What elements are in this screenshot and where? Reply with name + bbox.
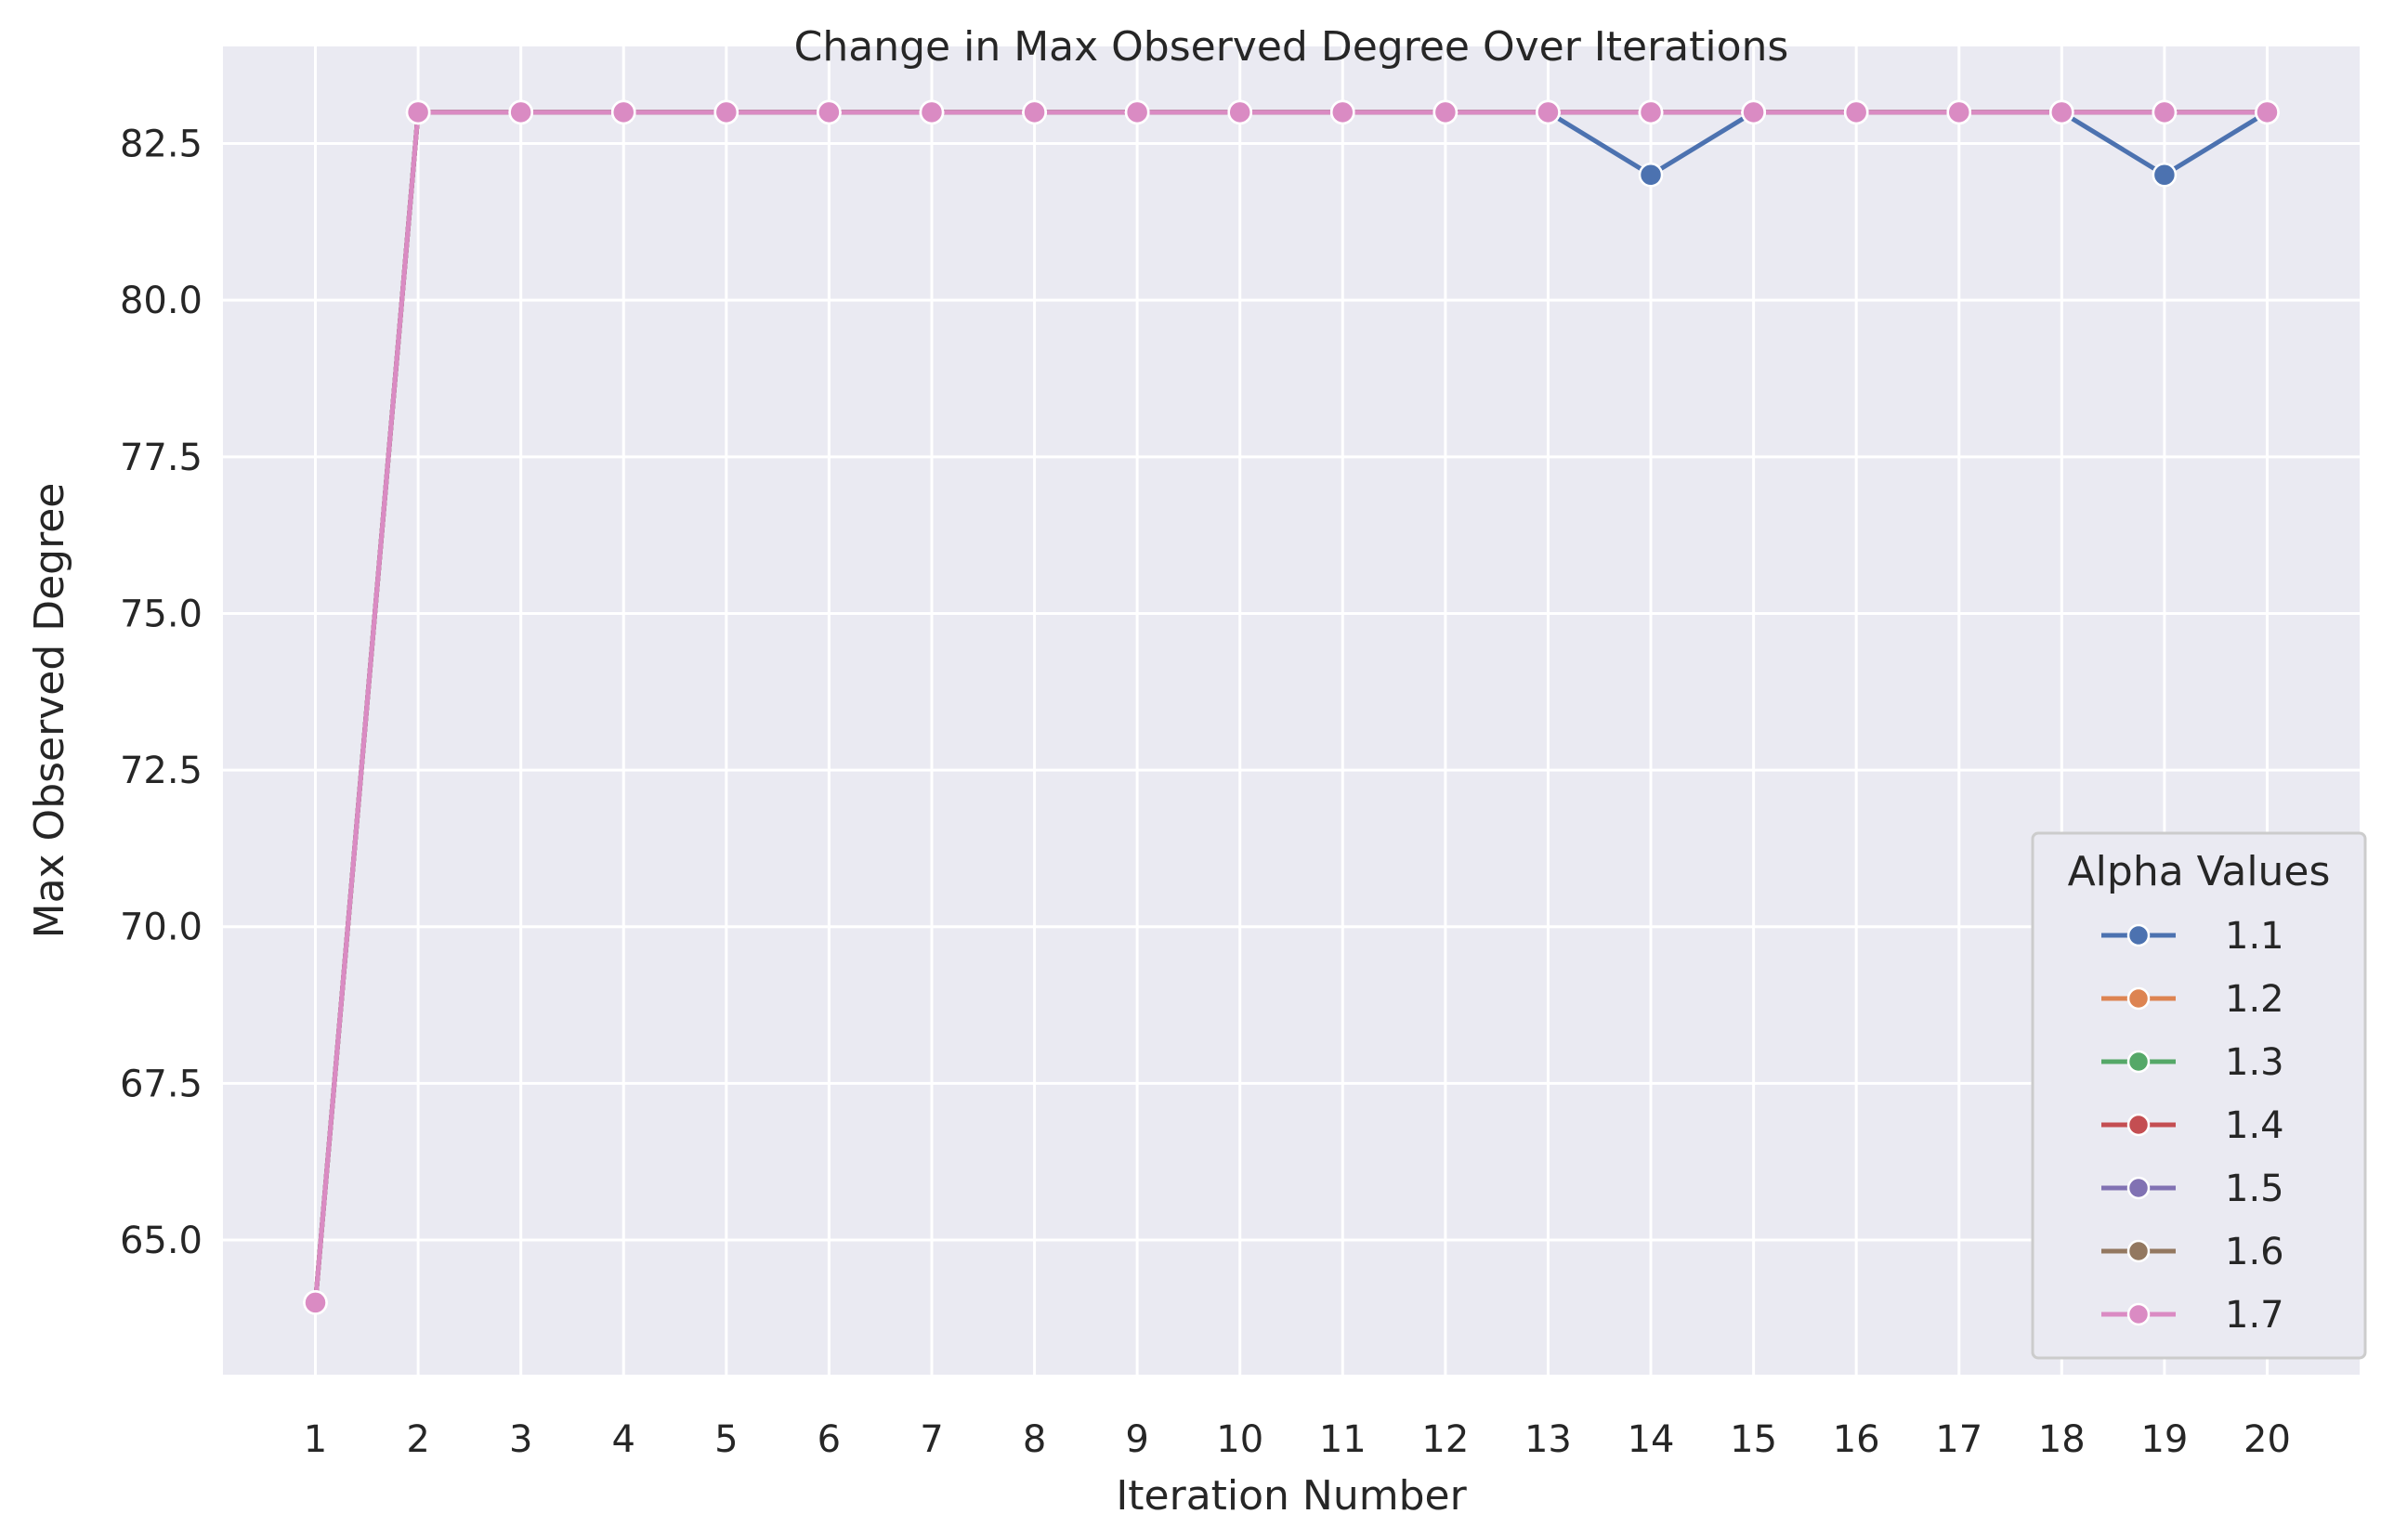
data-point-1.1 xyxy=(2152,163,2178,188)
data-point-1.7 xyxy=(1432,99,1459,125)
x-tick-label: 13 xyxy=(1524,1418,1572,1461)
data-point-1.7 xyxy=(1330,99,1355,125)
legend-label-1.3: 1.3 xyxy=(2225,1041,2284,1084)
x-tick-label: 5 xyxy=(714,1418,738,1461)
legend-label-1.7: 1.7 xyxy=(2225,1294,2284,1337)
chart-title: Change in Max Observed Degree Over Itera… xyxy=(794,23,1789,71)
x-tick-label: 2 xyxy=(406,1418,429,1461)
data-point-1.7 xyxy=(713,99,739,125)
legend-label-1.1: 1.1 xyxy=(2225,915,2284,958)
x-tick-label: 16 xyxy=(1833,1418,1880,1461)
x-tick-label: 4 xyxy=(612,1418,635,1461)
legend-label-1.5: 1.5 xyxy=(2225,1168,2284,1210)
data-point-1.7 xyxy=(1124,99,1150,125)
legend-label-1.4: 1.4 xyxy=(2225,1104,2284,1147)
data-point-1.7 xyxy=(1536,99,1561,125)
y-tick-label: 75.0 xyxy=(120,593,203,635)
data-point-1.7 xyxy=(1741,99,1766,125)
series-line-1.7 xyxy=(313,110,2270,1305)
legend-marker-1.6 xyxy=(2126,1239,2151,1263)
legend-box xyxy=(2031,831,2367,1360)
data-point-1.7 xyxy=(1227,99,1252,125)
data-point-1.7 xyxy=(1022,99,1047,125)
legend-title: Alpha Values xyxy=(2068,848,2331,895)
y-tick-label: 67.5 xyxy=(120,1063,203,1105)
data-point-1.7 xyxy=(919,99,945,125)
data-point-1.7 xyxy=(508,99,533,125)
y-tick-label: 72.5 xyxy=(120,750,203,792)
legend-label-1.6: 1.6 xyxy=(2225,1231,2284,1273)
x-tick-label: 7 xyxy=(920,1418,943,1461)
series-lines xyxy=(313,110,2270,1305)
y-tick-label: 70.0 xyxy=(120,907,203,949)
x-tick-label: 6 xyxy=(818,1418,841,1461)
x-tick-label: 1 xyxy=(304,1418,327,1461)
tick-labels: 1 2 3 4 5 6 7 8 9 10 11 12 13 14 15 16 17 18 19 2065.067.57… xyxy=(120,124,2291,1461)
x-tick-label: 15 xyxy=(1730,1418,1777,1461)
data-point-1.7 xyxy=(1638,99,1664,125)
x-tick-label: 12 xyxy=(1421,1418,1469,1461)
y-tick-label: 77.5 xyxy=(120,437,203,479)
legend-marker-1.5 xyxy=(2126,1176,2151,1200)
data-point-1.7 xyxy=(611,99,636,125)
y-axis-label: Max Observed Degree xyxy=(26,483,73,939)
legend-marker-1.1 xyxy=(2126,923,2151,947)
x-tick-label: 19 xyxy=(2140,1418,2188,1461)
x-tick-label: 20 xyxy=(2243,1418,2291,1461)
x-tick-label: 9 xyxy=(1125,1418,1148,1461)
x-tick-label: 10 xyxy=(1216,1418,1263,1461)
series-markers xyxy=(303,99,2280,1315)
data-point-1.7 xyxy=(1843,99,1869,125)
data-point-1.7 xyxy=(303,1290,328,1315)
x-tick-label: 14 xyxy=(1628,1418,1675,1461)
data-point-1.7 xyxy=(1946,99,1971,125)
y-tick-label: 65.0 xyxy=(120,1220,203,1262)
legend-items: 1.1 1.2 1.3 1.4 1.5 1.6 1.7 xyxy=(2101,915,2284,1337)
y-tick-label: 80.0 xyxy=(120,280,203,322)
legend-marker-1.2 xyxy=(2126,986,2151,1011)
x-tick-label: 3 xyxy=(509,1418,532,1461)
data-point-1.7 xyxy=(2049,99,2074,125)
legend-marker-1.7 xyxy=(2126,1302,2151,1326)
legend-label-1.2: 1.2 xyxy=(2225,978,2284,1021)
legend-marker-1.3 xyxy=(2126,1050,2151,1074)
data-point-1.7 xyxy=(817,99,842,125)
x-tick-label: 18 xyxy=(2038,1418,2086,1461)
data-point-1.7 xyxy=(2255,99,2280,125)
x-axis-label: Iteration Number xyxy=(1116,1472,1467,1520)
x-tick-label: 8 xyxy=(1023,1418,1046,1461)
data-point-1.1 xyxy=(1638,163,1664,188)
x-tick-label: 17 xyxy=(1935,1418,1982,1461)
x-tick-label: 11 xyxy=(1319,1418,1367,1461)
data-point-1.7 xyxy=(2152,99,2178,125)
plot-background xyxy=(223,46,2360,1375)
legend-marker-1.4 xyxy=(2126,1113,2151,1137)
legend: Alpha Values 1.1 1.2 1.3 1.4 1.5 1.6 1.7 xyxy=(2031,831,2367,1360)
y-tick-label: 82.5 xyxy=(120,124,203,166)
data-point-1.7 xyxy=(405,99,431,125)
